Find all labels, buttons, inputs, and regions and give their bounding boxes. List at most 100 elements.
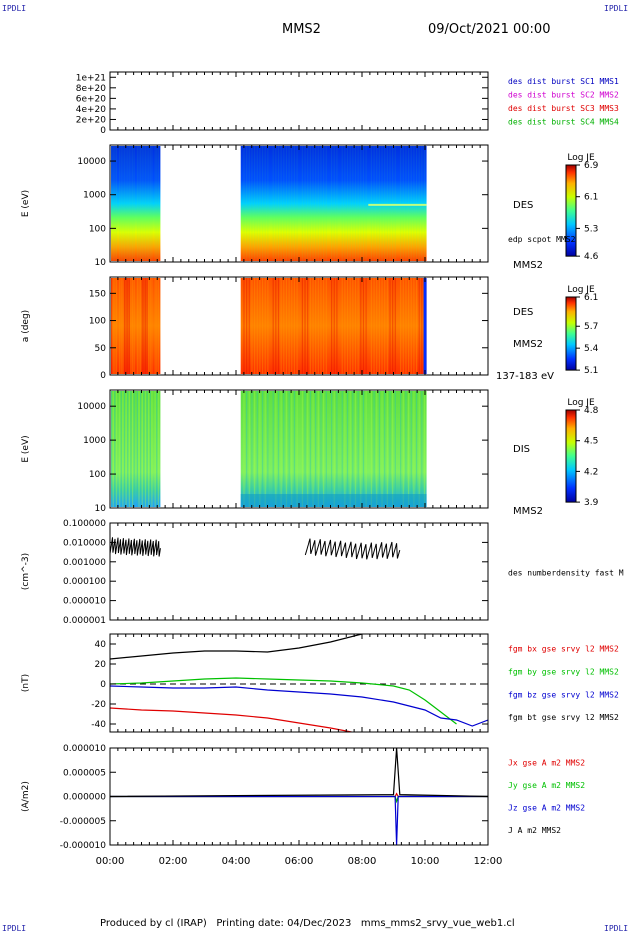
panel-side-label: DES: [513, 200, 533, 211]
spectrogram-streak: [138, 146, 140, 261]
y-tick-label: 10000: [77, 157, 106, 167]
spectrogram-streak: [365, 146, 367, 261]
series-line-by: [110, 795, 488, 804]
spectrogram-streak: [131, 391, 134, 507]
y-tick-label: 100: [89, 317, 106, 327]
spectrogram-streak: [307, 278, 309, 374]
spectrogram-streak: [148, 278, 150, 374]
spectrogram-streak: [373, 278, 375, 374]
spectrogram-streak: [304, 278, 306, 374]
spectrogram-streak: [341, 146, 343, 261]
series-line-bz: [110, 685, 488, 727]
spectrogram-streak: [156, 146, 158, 261]
spectrogram-streak: [365, 391, 367, 507]
spectrogram-streak: [123, 278, 126, 374]
spectrogram-streak: [323, 278, 325, 374]
spectrogram-streak: [243, 278, 245, 374]
spectrogram-streak: [272, 146, 274, 261]
spectrogram-streak: [136, 391, 139, 507]
spectrogram-streak: [267, 146, 269, 261]
y-tick-label: 10000: [77, 402, 106, 412]
colorbar-tick-label: 6.1: [584, 293, 598, 303]
series-line-bz: [110, 795, 488, 845]
spectrogram-streak: [285, 146, 288, 261]
spectrogram-streak: [373, 146, 375, 261]
y-axis-label: E (eV): [21, 435, 31, 462]
colorbar-tick-label: 4.2: [584, 467, 598, 477]
y-tick-label: 10: [95, 258, 107, 268]
spectrogram-streak: [410, 278, 412, 374]
y-tick-label: 1e+21: [76, 73, 106, 83]
y-tick-label: 0.000100: [63, 577, 106, 587]
y-tick-label: 0: [100, 126, 106, 136]
spectrogram-block: [111, 278, 161, 374]
spectrogram-streak: [261, 146, 264, 261]
spectrogram-streak: [378, 391, 380, 507]
spectrogram-streak: [151, 278, 153, 374]
spectrogram-streak: [341, 391, 343, 507]
spectrogram-streak: [389, 391, 391, 507]
corner-label-top-left: IPDLI: [2, 4, 27, 13]
spectrogram-streak: [376, 391, 378, 507]
spectrogram-streak: [296, 278, 298, 374]
spectrogram-streak: [389, 146, 391, 261]
legend-entry: des dist burst SC1 MMS1: [508, 77, 619, 86]
spectrogram-streak: [243, 146, 245, 261]
spectrogram-streak: [130, 146, 132, 261]
spectrogram-streak: [256, 146, 258, 261]
spectrogram-streak: [136, 146, 139, 261]
spectrogram-streak: [378, 146, 380, 261]
spectrogram-streak: [114, 146, 116, 261]
spectrogram-streak: [394, 391, 396, 507]
corner-label-bottom-left: IPDLI: [2, 924, 27, 933]
spectrogram-streak: [144, 146, 147, 261]
spectrogram-streak: [120, 146, 122, 261]
y-tick-label: -0.000005: [60, 817, 106, 827]
spectrogram-streak: [149, 391, 151, 507]
spectrogram-streak: [151, 391, 153, 507]
colorbar-tick-label: 5.1: [584, 366, 598, 376]
spectrogram-streak: [410, 146, 412, 261]
spectrogram-streak: [307, 146, 309, 261]
spectrogram-streak: [111, 278, 113, 374]
legend-entry: Jx gse A m2 MMS2: [508, 759, 585, 768]
spectrogram-streak: [392, 146, 394, 261]
spectrogram-streak: [357, 391, 359, 507]
panel-frame-dist: [109, 71, 489, 131]
spectrogram-streak: [376, 146, 378, 261]
colorbar-tick-label: 5.3: [584, 224, 598, 234]
spectrogram-streak: [123, 391, 126, 507]
legend-entry: des dist burst SC2 MMS2: [508, 91, 619, 100]
spectrogram-streak: [354, 278, 357, 374]
spectrogram-streak: [283, 391, 285, 507]
spectrogram-streak: [275, 391, 277, 507]
spectrogram-streak: [133, 391, 135, 507]
y-tick-label: 0: [100, 371, 106, 381]
panel-side-label: MMS2: [513, 260, 543, 271]
y-tick-label: 2e+20: [76, 115, 107, 125]
y-tick-label: -20: [91, 700, 106, 710]
spectrogram-streak: [115, 278, 118, 374]
spectrogram-streak: [405, 278, 407, 374]
colorbar: [565, 164, 577, 257]
spectrogram-streak: [320, 391, 322, 507]
spectrogram-streak: [277, 146, 280, 261]
spectrogram-streak: [317, 391, 319, 507]
spectrogram-streak: [112, 278, 114, 374]
colorbar-title: Log JE: [567, 398, 595, 408]
spectrogram-streak: [384, 391, 386, 507]
y-axis-label: (nT): [21, 674, 31, 692]
spectrogram-streak: [261, 391, 264, 507]
spectrogram-streak: [125, 146, 127, 261]
y-tick-label: 1000: [83, 436, 106, 446]
spectrogram-streak: [157, 278, 159, 374]
spectrogram-streak: [346, 146, 349, 261]
corner-label-bottom-right: IPDLI: [604, 924, 629, 933]
spectrogram-streak: [392, 391, 394, 507]
panel-frame-density: [109, 522, 489, 621]
spectrogram-edge: [423, 278, 427, 374]
colorbar: [565, 296, 577, 371]
spectrogram-streak: [283, 278, 285, 374]
spectrogram-streak: [394, 278, 396, 374]
spectrogram-streak: [259, 391, 261, 507]
